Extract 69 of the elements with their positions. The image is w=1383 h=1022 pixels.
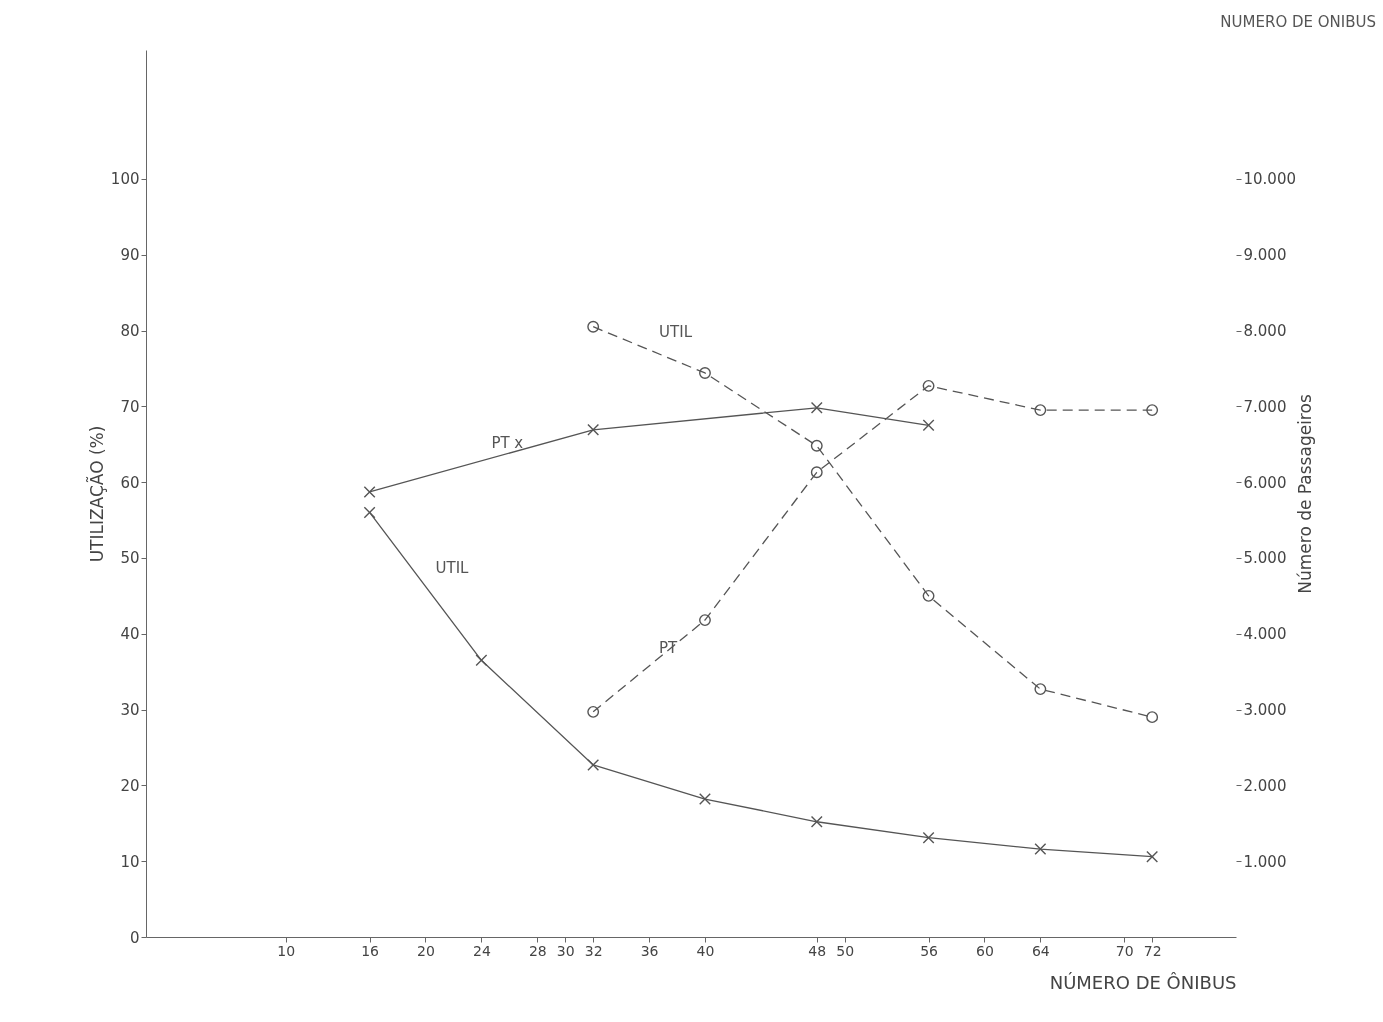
y2-tick-label: 4.000: [1243, 625, 1287, 644]
point: [1146, 850, 1159, 863]
point: [587, 320, 600, 333]
y-tick-label: 70: [120, 397, 140, 416]
y2-tick-label: 2.000: [1243, 776, 1287, 795]
x-tick-label: 24: [472, 942, 491, 959]
point: [699, 367, 711, 379]
y2-tick-label: 1.000: [1243, 852, 1287, 871]
y2-tick-label: 9.000: [1243, 246, 1287, 265]
x-axis-title: NÚMERO DE ÔNIBUS: [1049, 971, 1237, 993]
series-label: UTIL: [435, 559, 470, 578]
y2-tick-label: 10.000: [1243, 170, 1296, 189]
x-tick-label: 50: [836, 942, 855, 959]
y-axis-title: UTILIZAÇÃO (%): [85, 425, 107, 563]
x-tick-label: 40: [696, 942, 715, 959]
point: [922, 419, 935, 432]
y2-axis-title: Número de Passageiros: [1294, 394, 1315, 594]
y-tick-label: 20: [120, 776, 140, 795]
point: [699, 793, 711, 805]
point: [1034, 683, 1047, 696]
point: [922, 589, 935, 602]
y-tick-label: 50: [120, 549, 140, 568]
x-tick-label: 20: [417, 942, 435, 959]
y-tick-label: 0: [129, 928, 140, 947]
series-label: PT: [659, 638, 679, 657]
y-tick-label: 100: [110, 170, 140, 189]
x-tick-label: 60: [976, 942, 994, 959]
x-tick-label: 70: [1115, 942, 1134, 959]
point: [922, 831, 935, 844]
point: [699, 614, 711, 627]
x-tick-label: 16: [361, 942, 380, 959]
x-tick-label: 36: [640, 942, 659, 959]
point: [1146, 711, 1159, 724]
x-tick-label: 48: [808, 942, 827, 959]
y2-tick-label: 6.000: [1243, 473, 1287, 492]
point: [1034, 843, 1047, 855]
y-tick-label: 30: [120, 701, 140, 720]
text: NUMERO DE ONIBUS: [1220, 13, 1376, 31]
series-label: PT x: [491, 433, 524, 452]
x-tick-label: 56: [920, 942, 939, 959]
y2-tick-label: 5.000: [1243, 549, 1287, 568]
point: [587, 705, 600, 718]
point: [363, 506, 376, 519]
point: [1146, 404, 1159, 417]
point: [922, 379, 935, 392]
y-tick-label: 60: [120, 473, 140, 492]
y2-tick-label: 8.000: [1243, 322, 1287, 340]
point: [810, 466, 823, 479]
y-tick-label: 90: [120, 246, 140, 265]
point: [810, 401, 823, 414]
point: [810, 439, 823, 452]
y-tick-label: 40: [120, 625, 140, 644]
y-tick-label: 80: [120, 322, 140, 340]
point: [587, 758, 600, 771]
point: [475, 654, 488, 667]
x-tick-label: 28: [528, 942, 547, 959]
x-tick-label: 32: [584, 942, 603, 959]
point: [587, 423, 600, 436]
point: [1034, 404, 1047, 417]
x-tick-label: 64: [1031, 942, 1050, 959]
point: [363, 486, 376, 498]
point: [810, 815, 823, 828]
x-tick-label: 72: [1143, 942, 1162, 959]
y2-tick-label: 7.000: [1243, 397, 1287, 416]
y2-tick-label: 3.000: [1243, 701, 1287, 720]
x-tick-label: 30: [556, 942, 575, 959]
series-label: UTIL: [659, 322, 693, 341]
x-tick-label: 10: [277, 942, 296, 959]
y-tick-label: 10: [120, 852, 140, 871]
